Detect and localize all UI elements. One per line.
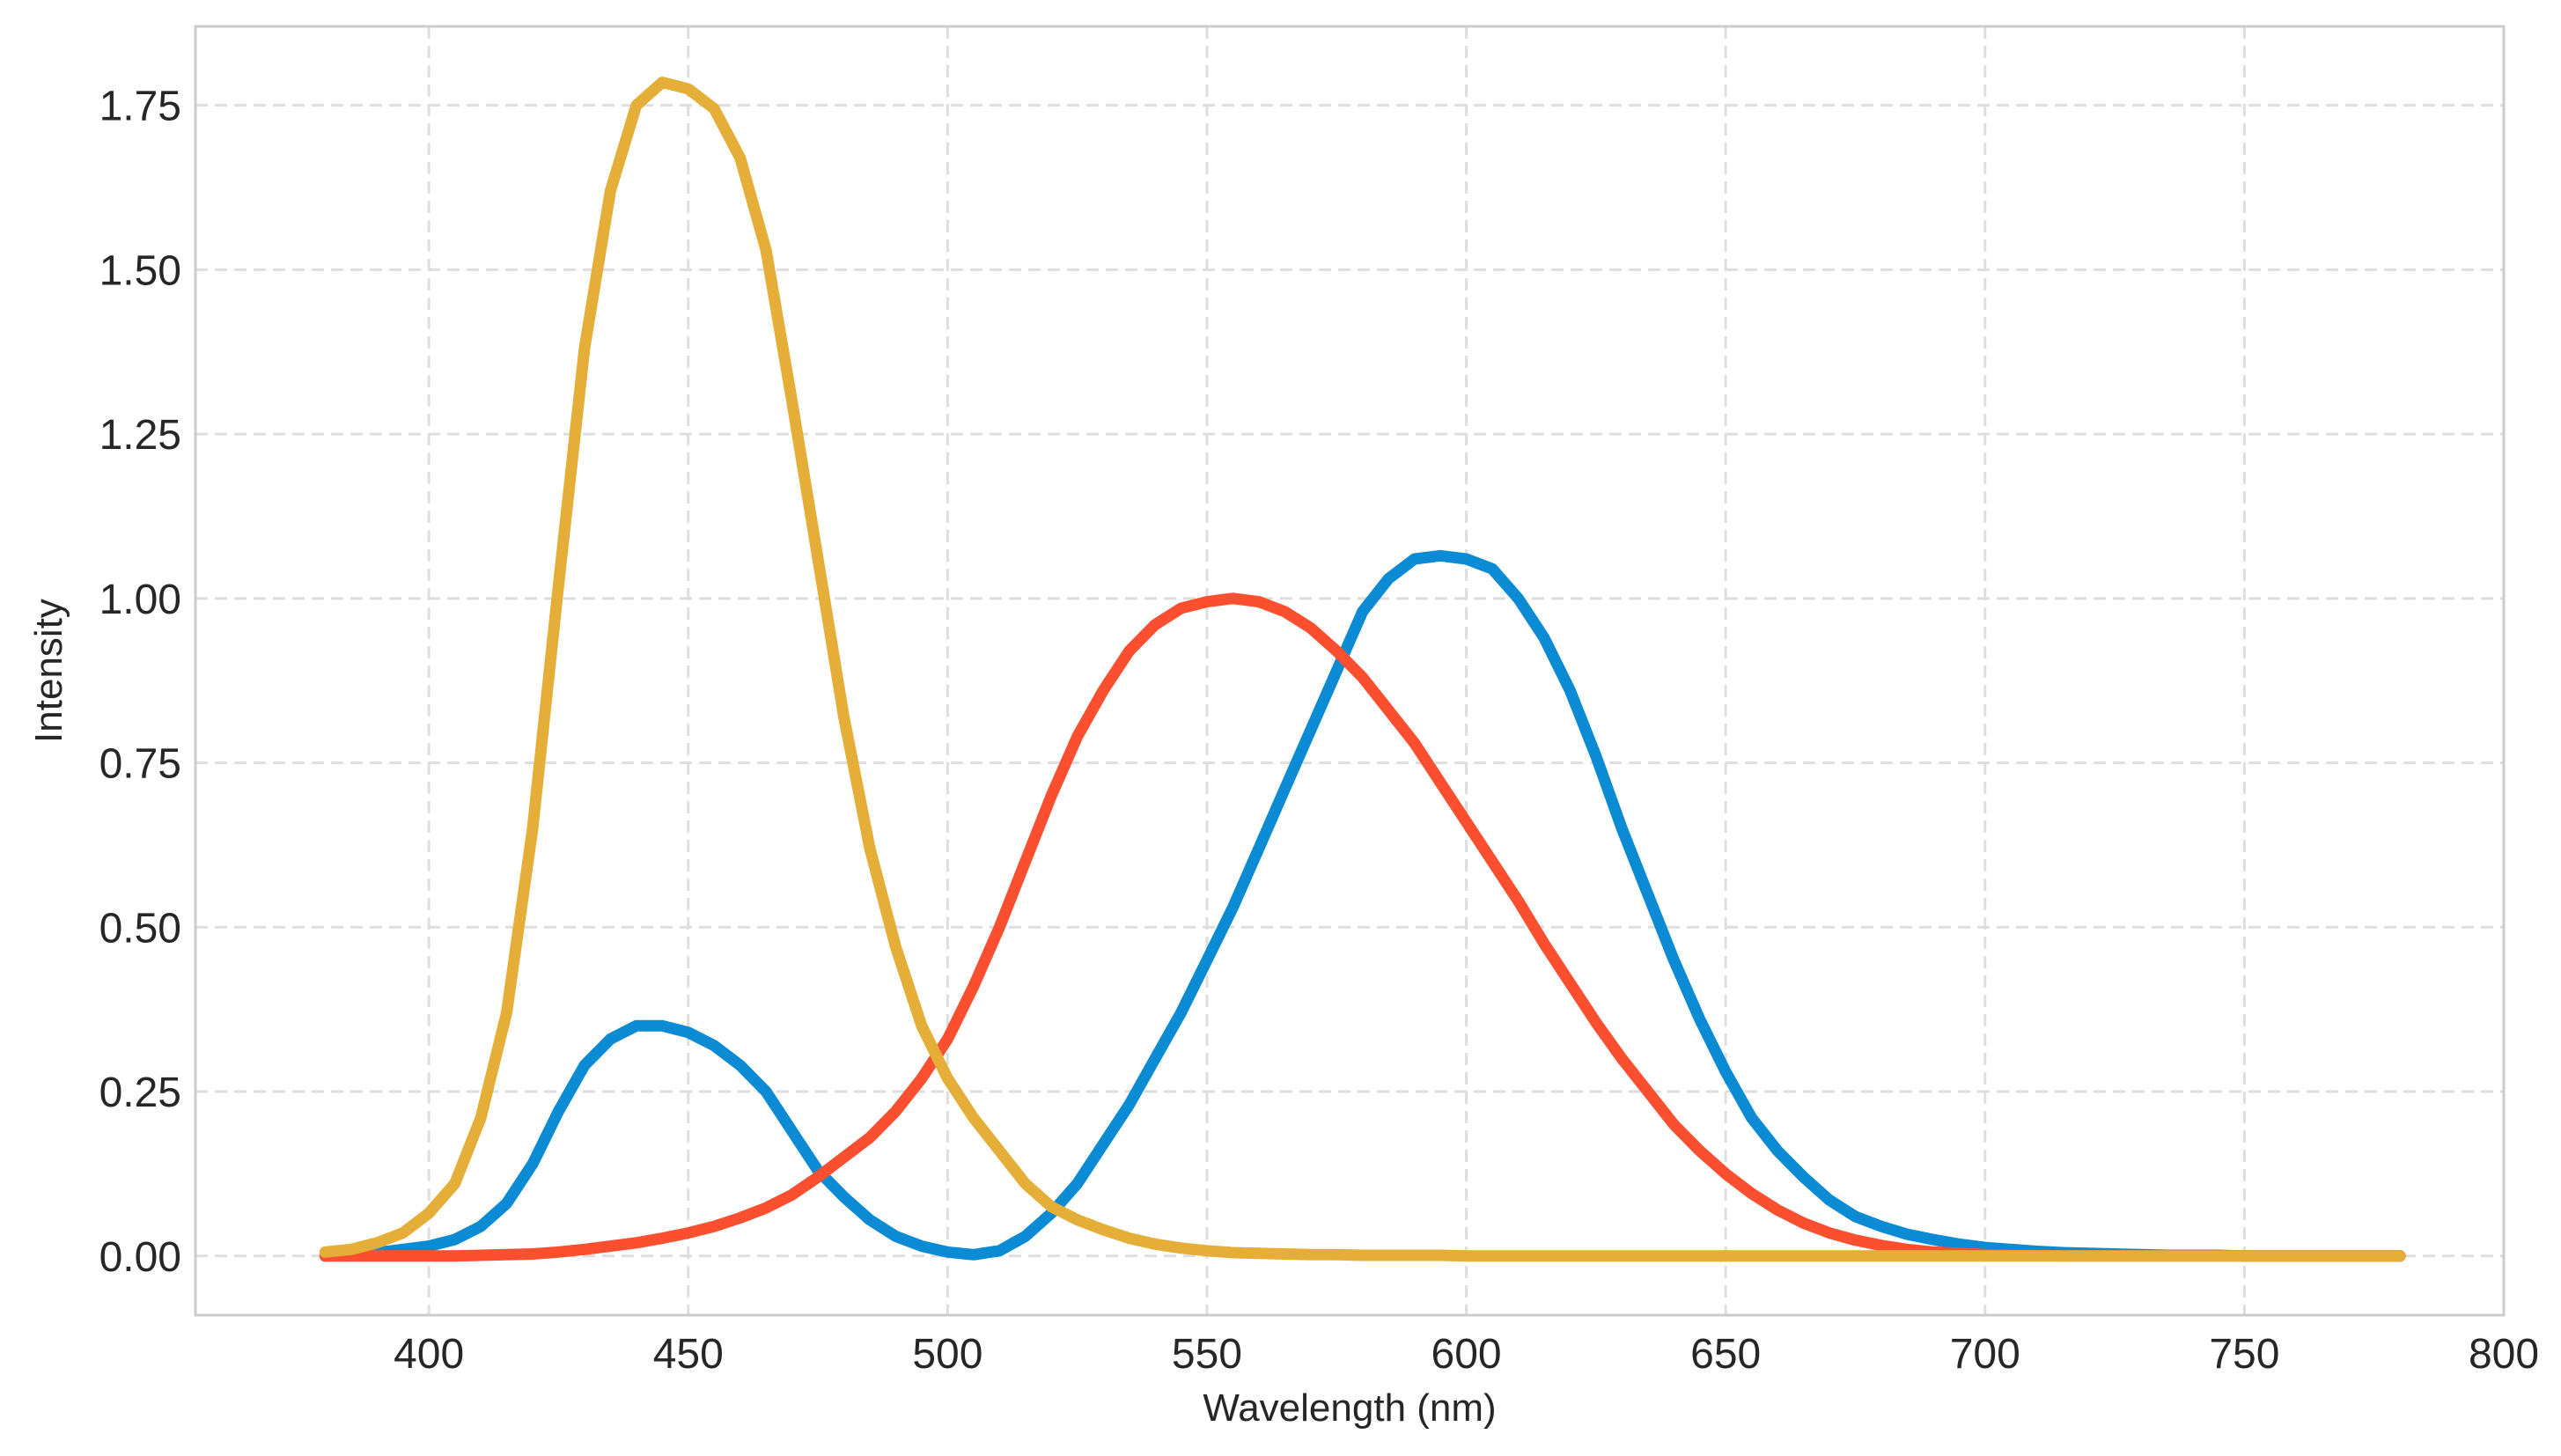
x-tick-label: 500	[912, 1331, 982, 1378]
y-tick-labels: 0.00 0.25 0.50 0.75 1.00 1.25 1.50 1.75	[99, 84, 181, 1281]
x-tick-label: 550	[1172, 1331, 1242, 1378]
x-tick-label: 700	[1950, 1331, 2020, 1378]
y-axis-label: Intensity	[27, 599, 70, 743]
x-tick-label: 600	[1431, 1331, 1502, 1378]
series-line-3	[319, 77, 2406, 1262]
x-tick-label: 450	[653, 1331, 724, 1378]
y-tick-label: 0.50	[99, 905, 181, 952]
y-tick-label: 1.50	[99, 247, 181, 294]
x-tick-label: 800	[2469, 1331, 2539, 1378]
x-tick-label: 650	[1690, 1331, 1761, 1378]
grid	[195, 26, 2506, 1315]
y-tick-label: 0.00	[99, 1234, 181, 1281]
y-tick-label: 0.75	[99, 741, 181, 788]
y-tick-label: 1.75	[99, 84, 181, 130]
x-tick-label: 750	[2209, 1331, 2279, 1378]
y-tick-label: 1.00	[99, 577, 181, 623]
y-tick-label: 1.25	[99, 412, 181, 459]
x-axis-label: Wavelength (nm)	[1203, 1386, 1496, 1430]
x-tick-label: 400	[394, 1331, 464, 1378]
series-lines	[319, 77, 2406, 1262]
y-tick-label: 0.25	[99, 1070, 181, 1116]
plot-frame	[194, 25, 2506, 1317]
x-tick-labels: 400 450 500 550 600 650 700 750 800	[394, 1331, 2539, 1378]
